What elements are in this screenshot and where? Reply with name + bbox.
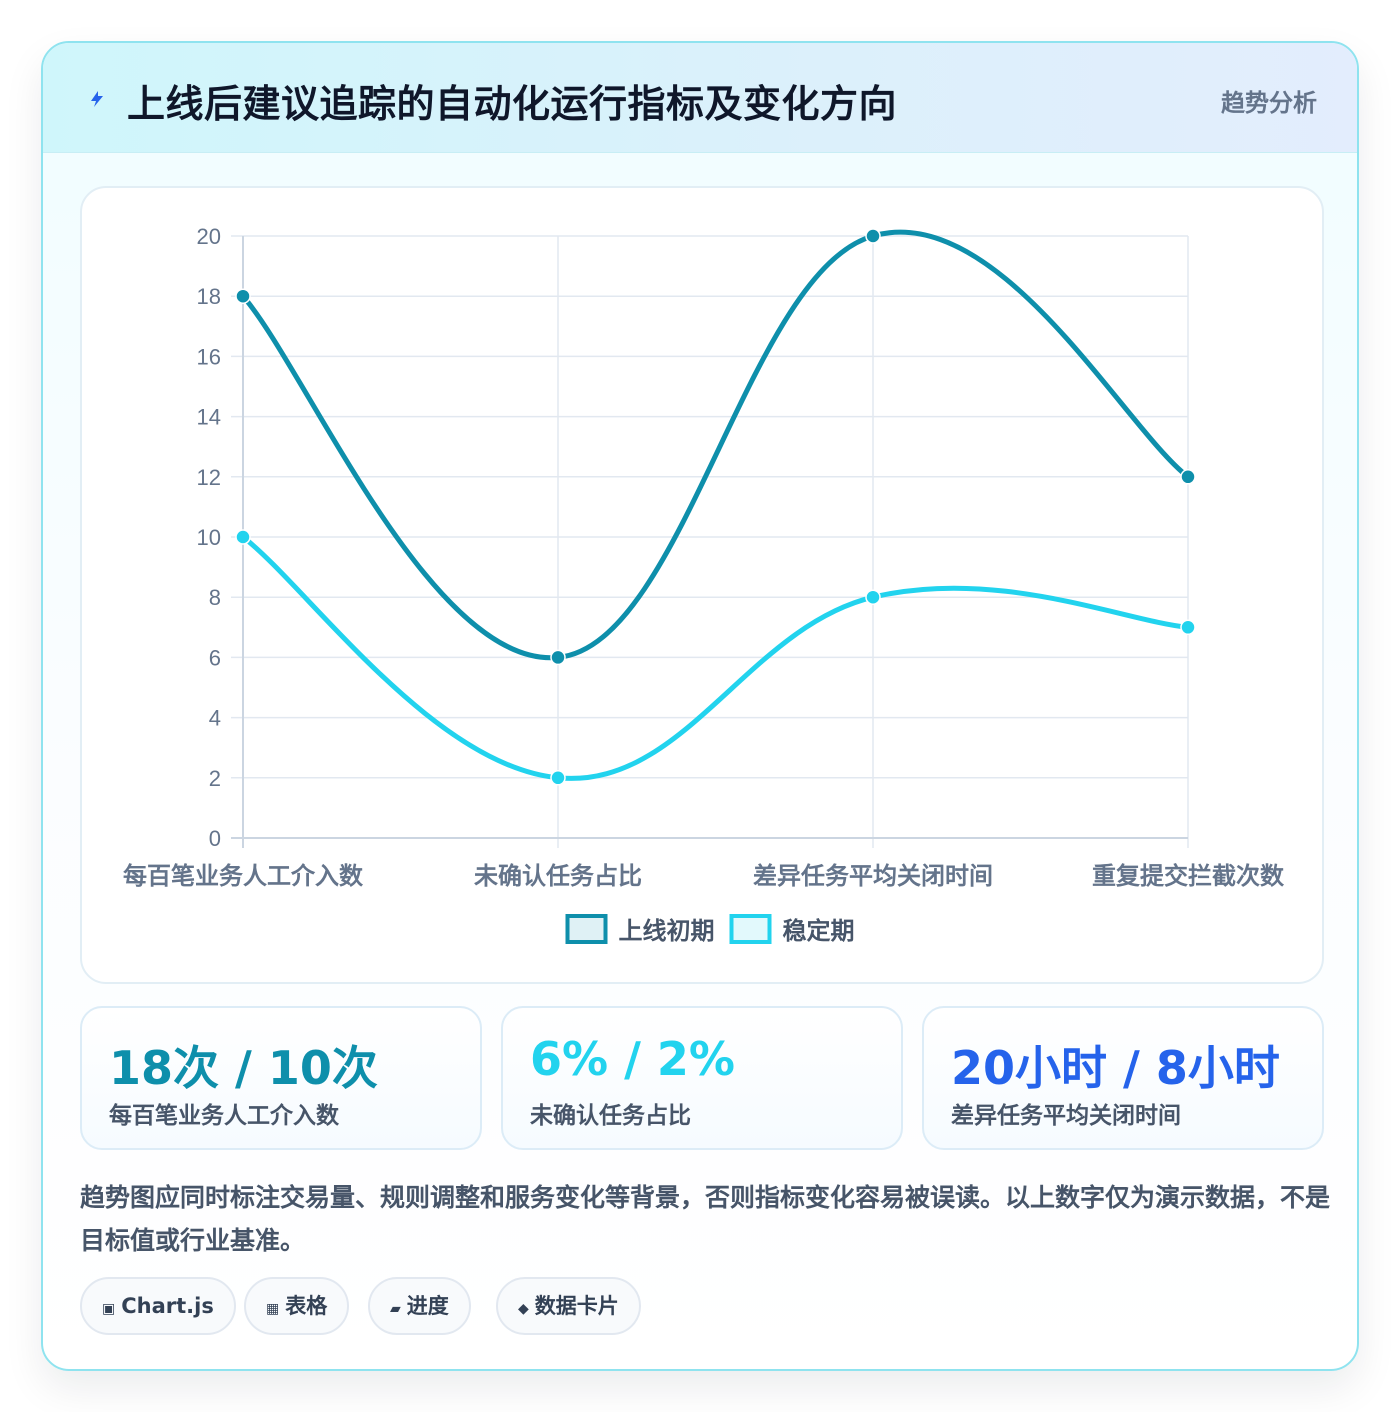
x-tick-label: 未确认任务占比: [474, 862, 642, 890]
x-tick-label: 重复提交拦截次数: [1092, 862, 1285, 890]
legend-swatch: [565, 914, 608, 944]
table-icon: ▦: [266, 1301, 280, 1317]
y-tick-label: 4: [209, 706, 221, 731]
data-point: [1180, 469, 1196, 485]
tag-progress[interactable]: ▰ 进度: [368, 1277, 471, 1335]
line-chart: 0 2 4 6 8 10 12 14 16 18 20 每百笔业务人工介入数 未确认任务占比 差异任务平均…: [123, 224, 1285, 945]
data-point: [865, 589, 881, 605]
tag-data-card[interactable]: ◆ 数据卡片: [496, 1277, 641, 1335]
data-point: [235, 288, 251, 304]
data-point: [235, 529, 251, 545]
y-tick-label: 14: [197, 405, 221, 430]
lightning-icon: [91, 91, 103, 107]
card-header: 上线后建议追踪的自动化运行指标及变化方向 趋势分析: [43, 43, 1357, 153]
legend-swatch: [729, 914, 772, 944]
y-tick-label: 16: [197, 344, 221, 369]
y-tick-label: 0: [209, 826, 221, 851]
y-tick-label: 10: [197, 525, 221, 550]
stat-value: 18次 / 10次: [109, 1041, 378, 1095]
tag-label: 表格: [285, 1294, 328, 1318]
legend-label: 稳定期: [783, 917, 855, 945]
series-line-1: [240, 534, 1191, 781]
stat-label: 差异任务平均关闭时间: [951, 1103, 1181, 1129]
header-tag: 趋势分析: [1221, 89, 1317, 117]
data-point: [1180, 619, 1196, 636]
chart-panel: 0 2 4 6 8 10 12 14 16 18 20 每百笔业务人工介入数 未确认任务占比 差异任务平均…: [80, 186, 1324, 984]
data-point: [865, 228, 881, 244]
stat-card-intervention: 18次 / 10次 每百笔业务人工介入数: [80, 1006, 482, 1150]
progress-icon: ▰: [390, 1301, 401, 1317]
metrics-card: 上线后建议追踪的自动化运行指标及变化方向 趋势分析 0 2 4 6 8 10 12 14 16 1…: [41, 41, 1359, 1371]
tag-label: 进度: [406, 1294, 449, 1318]
y-tick-label: 20: [197, 224, 221, 249]
x-tick-label: 每百笔业务人工介入数: [123, 862, 364, 890]
stat-value: 6% / 2%: [530, 1032, 736, 1086]
stat-card-close-time: 20小时 / 8小时 差异任务平均关闭时间: [922, 1006, 1324, 1150]
tag-table[interactable]: ▦ 表格: [244, 1277, 350, 1335]
legend-label: 上线初期: [619, 917, 715, 945]
y-tick-label: 6: [209, 645, 221, 670]
stat-card-unconfirmed: 6% / 2% 未确认任务占比: [501, 1006, 903, 1150]
chip-icon: ▣: [102, 1301, 116, 1317]
tag-chartjs[interactable]: ▣ Chart.js: [80, 1277, 236, 1335]
tag-label: 数据卡片: [534, 1294, 619, 1318]
y-tick-label: 2: [209, 766, 221, 791]
stat-label: 未确认任务占比: [530, 1103, 691, 1129]
data-point: [550, 649, 566, 666]
y-tick-label: 12: [197, 465, 221, 490]
x-tick-label: 差异任务平均关闭时间: [753, 862, 993, 890]
y-tick-label: 8: [209, 585, 221, 610]
data-point: [550, 770, 566, 786]
stat-label: 每百笔业务人工介入数: [109, 1103, 339, 1129]
page-title: 上线后建议追踪的自动化运行指标及变化方向: [127, 82, 898, 126]
y-tick-label: 18: [197, 284, 221, 309]
series-line-0: [240, 229, 1191, 660]
diamond-icon: ◆: [518, 1301, 529, 1317]
tag-label: Chart.js: [121, 1294, 214, 1318]
footnote: 趋势图应同时标注交易量、规则调整和服务变化等背景，否则指标变化容易被误读。以上数…: [80, 1183, 1331, 1255]
stat-value: 20小时 / 8小时: [951, 1041, 1280, 1095]
